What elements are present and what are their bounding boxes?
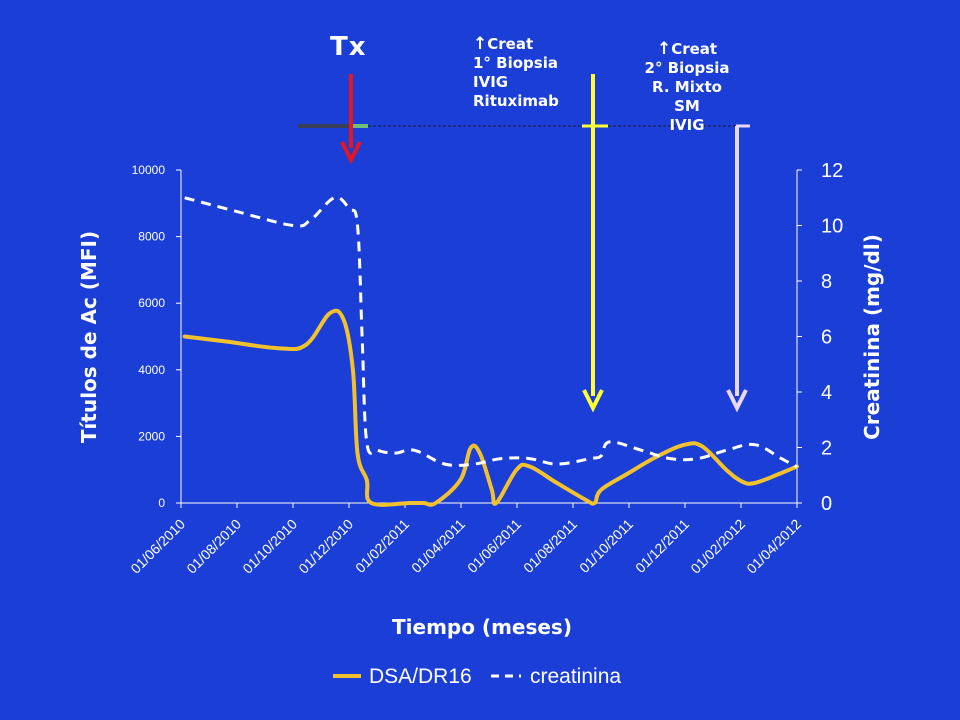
event2-line: 2° Biopsia (644, 59, 730, 77)
tick-label-x: 01/06/2010 (127, 516, 188, 577)
event2-line: IVIG (669, 116, 705, 134)
tick-label-left: 0 (158, 496, 165, 510)
y-axis-label-right: Creatinina (mg/dl) (860, 234, 884, 440)
event1-arrow (582, 74, 604, 413)
tick-label-x: 01/04/2012 (743, 516, 804, 577)
event2-arrow-head (726, 389, 748, 413)
tick-label-left: 4000 (138, 363, 165, 377)
event1-line: 1° Biopsia (473, 54, 558, 72)
series-line-creatinina (184, 196, 798, 469)
tick-label-x: 01/08/2011 (520, 516, 580, 576)
legend-label-dsa: DSA/DR16 (369, 665, 472, 688)
tx-label: Tx (330, 32, 367, 62)
event2-arrow (726, 126, 748, 413)
event1-line: Rituximab (473, 92, 559, 110)
tick-label-x: 01/12/2011 (632, 516, 692, 576)
tick-label-left: 2000 (138, 429, 165, 443)
event2-line: SM (674, 97, 700, 115)
event1-annotation: ↑Creat 1° Biopsia IVIG Rituximab (473, 35, 559, 111)
series-line-dsa (182, 308, 799, 507)
event-arrows (340, 74, 748, 413)
event2-annotation: ↑Creat 2° Biopsia R. Mixto SM IVIG (632, 40, 742, 135)
arrow-up-icon: ↑ (656, 39, 672, 59)
tick-label-x: 01/10/2011 (576, 516, 636, 576)
tx-arrow (340, 74, 362, 165)
event1-title: ↑Creat (473, 34, 534, 54)
tick-label-x: 01/06/2011 (464, 516, 524, 576)
tx-arrow-head (340, 141, 362, 165)
legend: DSA/DR16 creatinina (333, 665, 621, 688)
tick-label-x: 01/12/2010 (295, 516, 356, 577)
tick-label-right: 2 (821, 438, 832, 460)
tick-label-right: 10 (821, 216, 843, 238)
event1-arrow-head (582, 389, 604, 413)
x-axis-ticks: 01/06/201001/08/201001/10/201001/12/2010… (127, 503, 804, 577)
arrow-up-icon: ↑ (473, 34, 488, 54)
tick-label-x: 01/08/2010 (183, 516, 244, 577)
tick-label-x: 01/04/2011 (408, 516, 468, 576)
event1-line: IVIG (473, 73, 509, 91)
tick-label-left: 6000 (138, 296, 165, 310)
legend-label-creatinina: creatinina (530, 665, 621, 688)
tick-label-right: 0 (821, 493, 832, 515)
y-axis-label-left: Títulos de Ac (MFI) (77, 231, 101, 443)
tick-label-x: 01/02/2011 (352, 516, 412, 576)
series (182, 196, 799, 507)
right-axis-ticks: 0 2 4 6 8 10 12 (797, 160, 843, 515)
tick-label-right: 8 (821, 271, 832, 293)
tick-label-left: 8000 (138, 230, 165, 244)
x-axis-label: Tiempo (meses) (392, 615, 572, 639)
tick-label-x: 01/02/2012 (687, 516, 748, 577)
left-axis-ticks: 0 2000 4000 6000 8000 10000 (132, 163, 181, 510)
tick-label-right: 12 (821, 160, 843, 182)
event2-line: R. Mixto (652, 78, 722, 96)
tick-label-right: 6 (821, 327, 832, 349)
tick-label-right: 4 (821, 382, 832, 404)
event2-title: ↑Creat (656, 39, 718, 59)
tick-label-x: 01/10/2010 (239, 516, 300, 577)
tick-label-left: 10000 (132, 163, 166, 177)
